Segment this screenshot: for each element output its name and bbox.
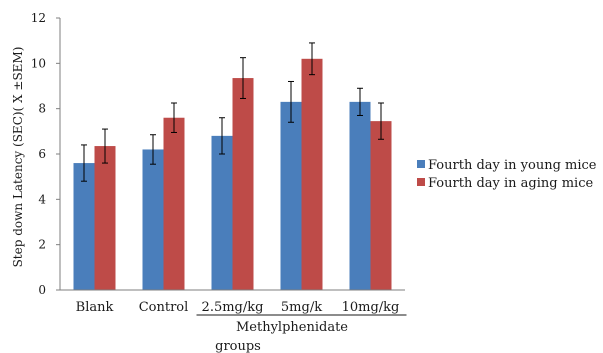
y-tick-label: 0 [38, 283, 46, 297]
x-tick-label: Control [139, 300, 189, 315]
bar [94, 146, 116, 290]
y-axis-title: Step down Latency (SEC)( X ±SEM) [11, 47, 25, 268]
x-axis: Blank Control 2.5mg/kg 5mg/k 10mg/kg [60, 289, 407, 316]
x-tick-label: Blank [76, 300, 114, 315]
x-tick-label: 10mg/kg [342, 300, 400, 315]
y-tick-label: 4 [38, 192, 46, 206]
bar [211, 135, 233, 290]
y-tick-label: 2 [38, 238, 46, 252]
bar [301, 58, 323, 290]
legend: Fourth day in young mice Fourth day in ag… [417, 158, 597, 191]
legend-swatch [417, 160, 425, 168]
legend-label: Fourth day in young mice [428, 158, 597, 173]
bar [232, 78, 254, 290]
bar [280, 101, 302, 290]
y-tick-label: 10 [31, 56, 46, 70]
y-tick-label: 6 [38, 147, 46, 161]
bar [142, 149, 164, 290]
y-tick-label: 12 [31, 11, 46, 25]
bar [370, 121, 392, 290]
bar [163, 117, 185, 290]
x-tick-label: 5mg/k [281, 300, 322, 315]
legend-label: Fourth day in aging mice [428, 176, 593, 191]
group-label: Methylphenidate [236, 320, 348, 335]
x-axis-title: groups [215, 339, 261, 353]
x-tick-label: 2.5mg/kg [202, 300, 264, 315]
y-axis: 0 2 4 6 8 10 12 [31, 11, 61, 297]
bar [349, 101, 371, 290]
bar [73, 163, 95, 290]
bars [73, 42, 392, 290]
y-tick-label: 8 [38, 102, 46, 116]
legend-swatch [417, 178, 425, 186]
